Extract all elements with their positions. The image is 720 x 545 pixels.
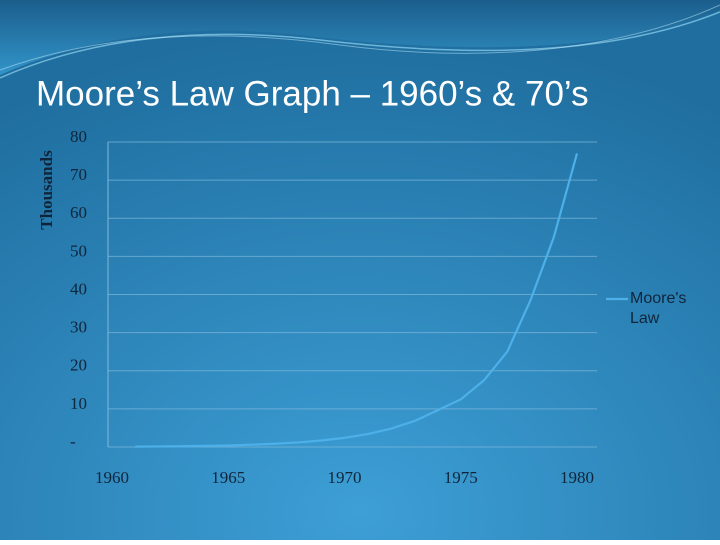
y-tick-label: 50 [70,241,87,260]
y-tick-label: 30 [70,318,87,337]
y-tick-label: 70 [70,165,87,184]
x-tick-label: 1965 [211,468,245,487]
y-tick-label: - [70,432,76,451]
x-tick-label: 1960 [95,468,129,487]
legend-label: Moore's Law [630,290,687,327]
y-tick-label: 40 [70,279,87,298]
x-tick-label: 1970 [328,468,362,487]
x-tick-label: 1975 [444,468,478,487]
y-tick-label: 80 [70,127,87,146]
y-tick-label: 10 [70,394,87,413]
y-tick-label: 60 [70,203,87,222]
data-line [135,153,579,448]
wave-line [0,11,720,79]
wave-line [0,4,720,71]
y-tick-label: 20 [70,356,87,375]
x-tick-label: 1980 [560,468,594,487]
header-wave [0,0,720,75]
chart-title: Moore’s Law Graph – 1960’s & 70’s [36,74,589,113]
y-axis-label: Thousands [37,150,56,230]
